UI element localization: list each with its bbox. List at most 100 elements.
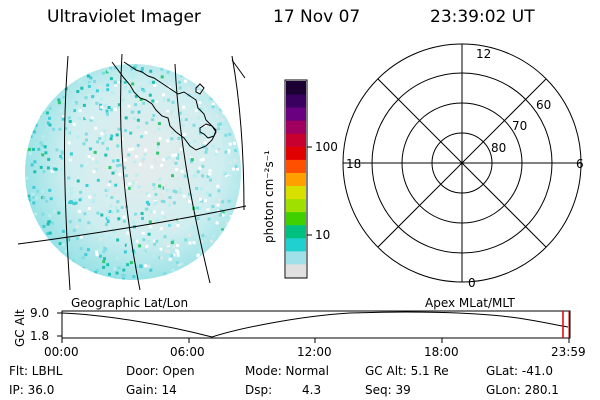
image-pixel	[199, 136, 203, 140]
image-pixel	[218, 103, 222, 107]
image-pixel	[30, 75, 33, 79]
image-pixel	[132, 75, 135, 79]
image-pixel	[88, 147, 92, 151]
lat-label-70: 70	[512, 119, 528, 133]
time-label: 23:39:02 UT	[430, 7, 535, 27]
image-pixel	[99, 237, 103, 241]
image-pixel	[80, 235, 83, 239]
image-pixel	[32, 185, 36, 189]
colorbar-segment	[286, 185, 306, 200]
image-pixel	[153, 239, 157, 243]
image-pixel	[234, 165, 238, 169]
image-pixel	[230, 123, 234, 127]
image-pixel	[195, 108, 198, 112]
image-pixel	[231, 274, 235, 278]
colorbar-segment	[286, 146, 306, 160]
image-pixel	[149, 69, 153, 73]
image-pixel	[100, 175, 104, 179]
image-pixel	[139, 265, 143, 269]
image-pixel	[108, 180, 112, 184]
image-pixel	[172, 245, 176, 249]
image-pixel	[219, 208, 223, 212]
image-pixel	[180, 118, 184, 122]
image-pixel	[219, 108, 223, 112]
image-pixel	[127, 148, 131, 152]
image-pixel	[49, 89, 53, 93]
image-pixel	[190, 262, 193, 266]
image-pixel	[177, 65, 181, 69]
image-pixel	[200, 98, 204, 102]
image-pixel	[234, 135, 238, 139]
image-pixel	[202, 75, 206, 79]
image-pixel	[45, 267, 49, 271]
image-pixel	[109, 137, 113, 141]
image-pixel	[106, 88, 110, 92]
image-pixel	[176, 177, 180, 181]
image-pixel	[136, 143, 140, 147]
image-pixel	[110, 196, 114, 199]
image-pixel	[213, 92, 217, 96]
image-pixel	[108, 166, 112, 170]
image-pixel	[73, 109, 77, 113]
image-pixel	[216, 203, 220, 207]
image-pixel	[182, 132, 186, 136]
image-pixel	[195, 187, 199, 190]
image-pixel	[96, 211, 100, 215]
image-pixel	[86, 66, 90, 69]
colorbar-segment	[286, 198, 306, 213]
geographic-panel-label: Geographic Lat/Lon	[71, 296, 189, 310]
image-pixel	[200, 108, 204, 112]
image-pixel	[218, 198, 222, 202]
image-pixel	[117, 103, 121, 107]
image-pixel	[211, 205, 215, 208]
image-pixel	[204, 150, 208, 154]
image-pixel	[164, 249, 168, 253]
image-pixel	[154, 161, 158, 165]
image-pixel	[32, 201, 36, 205]
image-pixel	[132, 275, 136, 279]
image-pixel	[113, 66, 117, 70]
image-pixel	[59, 258, 63, 262]
image-pixel	[221, 122, 225, 126]
image-pixel	[208, 169, 212, 173]
image-pixel	[68, 158, 72, 162]
image-pixel	[46, 232, 50, 236]
image-pixel	[29, 126, 33, 130]
image-pixel	[152, 254, 156, 258]
image-pixel	[87, 84, 91, 88]
image-pixel	[67, 176, 71, 180]
image-pixel	[211, 102, 215, 106]
image-pixel	[170, 241, 174, 245]
image-pixel	[95, 268, 99, 272]
image-pixel	[236, 167, 239, 171]
image-pixel	[190, 160, 193, 164]
image-pixel	[78, 109, 82, 113]
image-pixel	[81, 267, 85, 271]
image-pixel	[85, 138, 88, 142]
image-pixel	[200, 199, 204, 203]
image-pixel	[48, 116, 51, 120]
image-pixel	[113, 276, 117, 280]
image-pixel	[33, 126, 37, 129]
image-pixel	[147, 264, 151, 268]
image-pixel	[157, 122, 161, 126]
image-pixel	[62, 115, 65, 119]
image-pixel	[182, 194, 186, 198]
image-pixel	[237, 190, 241, 194]
image-pixel	[191, 225, 195, 229]
image-pixel	[176, 244, 180, 247]
image-pixel	[37, 84, 41, 87]
image-pixel	[72, 202, 76, 206]
image-pixel	[224, 68, 228, 72]
image-pixel	[211, 144, 215, 148]
image-pixel	[88, 82, 92, 86]
image-pixel	[107, 69, 111, 73]
image-pixel	[33, 170, 37, 174]
image-pixel	[165, 112, 169, 116]
image-pixel	[136, 89, 140, 93]
image-pixel	[94, 271, 98, 274]
image-pixel	[223, 64, 227, 68]
image-pixel	[199, 249, 203, 253]
image-pixel	[74, 101, 78, 105]
image-pixel	[34, 196, 38, 200]
